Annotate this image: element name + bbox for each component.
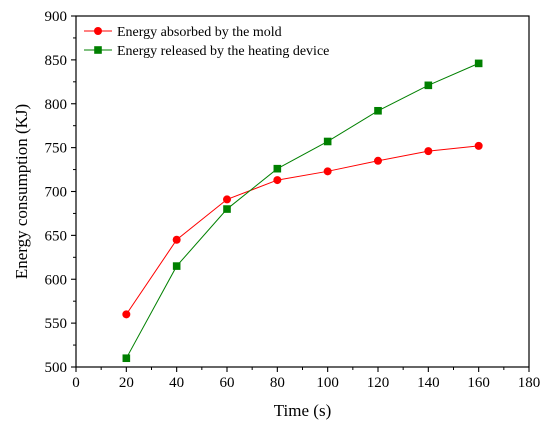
- data-point-1: [223, 195, 231, 204]
- x-tick-label: 40: [169, 375, 184, 391]
- y-tick-label: 750: [45, 141, 68, 157]
- data-point-1: [424, 147, 433, 156]
- y-tick-label: 550: [45, 316, 68, 332]
- data-point-2: [223, 205, 231, 213]
- data-point-2: [273, 164, 282, 173]
- data-point-2: [424, 81, 433, 90]
- y-tick-label: 900: [45, 9, 68, 25]
- data-point-1: [374, 156, 382, 165]
- legend-label-2: Energy released by the heating device: [117, 44, 329, 59]
- plot-frame: [75, 15, 530, 368]
- x-tick-label: 100: [316, 375, 339, 391]
- legend-label-1: Energy absorbed by the mold: [117, 25, 282, 40]
- data-point-2: [172, 262, 181, 270]
- x-tick-label: 160: [467, 375, 490, 391]
- data-point-1: [172, 235, 181, 244]
- series-line-1: [125, 145, 479, 315]
- data-point-1: [273, 176, 282, 185]
- x-tick-label: 0: [72, 375, 80, 391]
- plot-layer: 0 20 40 60 80 100 120 140 160 180 500 550 600 650 700 7…: [45, 9, 541, 391]
- x-tick-label: 20: [119, 375, 134, 391]
- x-axis-title: Time (s): [274, 401, 331, 420]
- data-point-2: [323, 137, 332, 146]
- y-tick-label: 800: [45, 97, 68, 113]
- data-point-1: [474, 141, 483, 150]
- x-tick-label: 60: [220, 375, 235, 391]
- data-point-2: [474, 59, 483, 68]
- legend-marker-2: [94, 46, 102, 54]
- y-tick-label: 500: [45, 360, 68, 376]
- y-tick-label: 600: [45, 272, 68, 288]
- legend-marker-1: [94, 27, 102, 35]
- y-axis-title: Energy consumption (KJ): [12, 104, 31, 279]
- series-line-2: [125, 62, 479, 359]
- x-tick-label: 140: [417, 375, 440, 391]
- data-point-2: [122, 354, 131, 363]
- x-tick-label: 120: [367, 375, 390, 391]
- y-tick-label: 700: [45, 185, 68, 201]
- data-point-1: [122, 310, 131, 319]
- y-tick-label: 650: [45, 228, 68, 244]
- x-tick-label: 80: [270, 375, 285, 391]
- y-tick-label: 850: [45, 53, 68, 69]
- x-tick-label: 180: [518, 375, 541, 391]
- data-point-1: [323, 167, 332, 176]
- data-point-2: [374, 106, 382, 115]
